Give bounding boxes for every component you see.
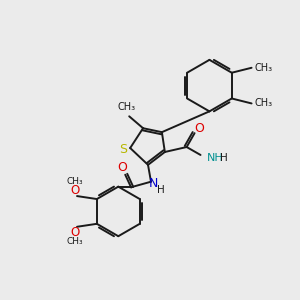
Text: CH₃: CH₃ [254,63,272,73]
Text: N: N [148,177,158,190]
Text: O: O [70,226,80,239]
Text: CH₃: CH₃ [254,98,272,108]
Text: O: O [195,122,205,135]
Text: CH₃: CH₃ [117,102,135,112]
Text: CH₃: CH₃ [67,177,83,186]
Text: O: O [70,184,80,196]
Text: O: O [117,161,127,174]
Text: CH₃: CH₃ [67,237,83,246]
Text: NH: NH [206,153,223,163]
Text: S: S [119,142,127,155]
Text: H: H [157,184,165,195]
Text: H: H [220,153,228,163]
